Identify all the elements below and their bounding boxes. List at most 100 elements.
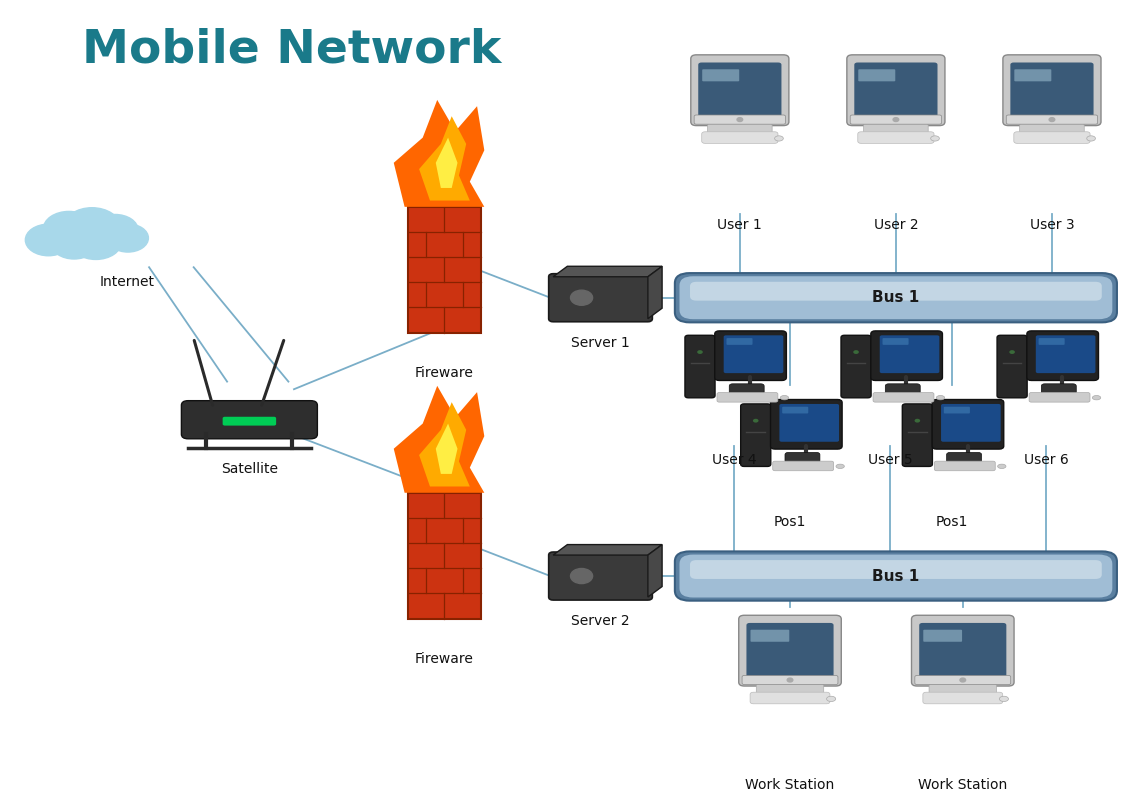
FancyBboxPatch shape bbox=[873, 392, 934, 402]
FancyBboxPatch shape bbox=[885, 384, 920, 394]
Text: Fireware: Fireware bbox=[416, 653, 474, 666]
Circle shape bbox=[64, 208, 120, 246]
Text: Server 2: Server 2 bbox=[572, 615, 630, 628]
FancyBboxPatch shape bbox=[932, 399, 1004, 449]
Circle shape bbox=[71, 225, 121, 260]
Circle shape bbox=[752, 418, 758, 422]
FancyBboxPatch shape bbox=[549, 552, 652, 600]
FancyBboxPatch shape bbox=[923, 692, 1003, 703]
FancyBboxPatch shape bbox=[694, 115, 786, 124]
Text: User 1: User 1 bbox=[718, 218, 763, 232]
Circle shape bbox=[914, 418, 920, 422]
Circle shape bbox=[108, 224, 148, 252]
FancyBboxPatch shape bbox=[883, 338, 909, 345]
Polygon shape bbox=[554, 545, 663, 555]
FancyBboxPatch shape bbox=[675, 551, 1117, 601]
FancyBboxPatch shape bbox=[915, 676, 1011, 684]
FancyBboxPatch shape bbox=[864, 122, 929, 134]
FancyBboxPatch shape bbox=[182, 401, 318, 439]
FancyBboxPatch shape bbox=[716, 392, 778, 402]
Text: Mobile Network: Mobile Network bbox=[82, 27, 502, 72]
FancyBboxPatch shape bbox=[785, 453, 820, 463]
FancyBboxPatch shape bbox=[1011, 63, 1094, 120]
FancyBboxPatch shape bbox=[773, 461, 833, 471]
FancyBboxPatch shape bbox=[699, 63, 782, 120]
FancyBboxPatch shape bbox=[923, 630, 962, 642]
FancyBboxPatch shape bbox=[1035, 335, 1095, 373]
FancyBboxPatch shape bbox=[855, 63, 938, 120]
FancyBboxPatch shape bbox=[222, 417, 276, 426]
Circle shape bbox=[960, 678, 966, 682]
FancyBboxPatch shape bbox=[723, 335, 784, 373]
Circle shape bbox=[737, 118, 742, 121]
Text: Work Station: Work Station bbox=[919, 778, 1007, 792]
Text: Fireware: Fireware bbox=[416, 366, 474, 380]
FancyBboxPatch shape bbox=[841, 335, 871, 398]
FancyBboxPatch shape bbox=[879, 335, 939, 373]
Text: Bus 1: Bus 1 bbox=[873, 291, 920, 305]
FancyBboxPatch shape bbox=[756, 683, 823, 695]
FancyBboxPatch shape bbox=[847, 55, 944, 125]
Ellipse shape bbox=[1087, 136, 1095, 141]
FancyBboxPatch shape bbox=[943, 407, 970, 414]
FancyBboxPatch shape bbox=[690, 282, 1102, 301]
Polygon shape bbox=[419, 116, 469, 201]
FancyBboxPatch shape bbox=[747, 623, 833, 680]
FancyBboxPatch shape bbox=[739, 615, 841, 686]
FancyBboxPatch shape bbox=[858, 69, 895, 81]
Circle shape bbox=[1010, 350, 1015, 354]
FancyBboxPatch shape bbox=[1041, 384, 1076, 394]
FancyBboxPatch shape bbox=[779, 404, 839, 441]
FancyBboxPatch shape bbox=[783, 407, 809, 414]
FancyBboxPatch shape bbox=[858, 132, 934, 144]
Circle shape bbox=[697, 350, 703, 354]
FancyBboxPatch shape bbox=[870, 331, 942, 380]
Text: Pos1: Pos1 bbox=[935, 515, 968, 529]
Ellipse shape bbox=[1093, 395, 1101, 400]
Circle shape bbox=[893, 118, 898, 121]
Text: Work Station: Work Station bbox=[746, 778, 834, 792]
FancyBboxPatch shape bbox=[702, 132, 778, 144]
Polygon shape bbox=[394, 100, 484, 207]
FancyBboxPatch shape bbox=[1014, 132, 1090, 144]
Text: User 2: User 2 bbox=[874, 218, 919, 232]
FancyBboxPatch shape bbox=[902, 404, 932, 466]
Text: Satellite: Satellite bbox=[221, 461, 277, 476]
Text: User 4: User 4 bbox=[712, 453, 757, 467]
Text: Internet: Internet bbox=[99, 275, 154, 289]
FancyBboxPatch shape bbox=[1029, 392, 1090, 402]
Circle shape bbox=[26, 224, 72, 256]
FancyBboxPatch shape bbox=[1006, 115, 1097, 124]
FancyBboxPatch shape bbox=[750, 692, 830, 703]
FancyBboxPatch shape bbox=[750, 630, 789, 642]
FancyBboxPatch shape bbox=[675, 273, 1117, 322]
Text: User 5: User 5 bbox=[868, 453, 913, 467]
FancyBboxPatch shape bbox=[691, 55, 788, 125]
FancyBboxPatch shape bbox=[729, 384, 764, 394]
Circle shape bbox=[44, 211, 94, 246]
FancyBboxPatch shape bbox=[679, 554, 1112, 598]
Polygon shape bbox=[648, 266, 663, 318]
FancyBboxPatch shape bbox=[947, 453, 982, 463]
FancyBboxPatch shape bbox=[997, 335, 1028, 398]
FancyBboxPatch shape bbox=[1026, 331, 1098, 380]
FancyBboxPatch shape bbox=[714, 331, 786, 380]
Ellipse shape bbox=[827, 696, 836, 702]
FancyBboxPatch shape bbox=[929, 683, 996, 695]
Text: User 6: User 6 bbox=[1024, 453, 1069, 467]
Ellipse shape bbox=[775, 136, 784, 141]
Circle shape bbox=[1049, 118, 1054, 121]
Circle shape bbox=[570, 290, 593, 305]
FancyBboxPatch shape bbox=[690, 560, 1102, 579]
Circle shape bbox=[570, 569, 593, 584]
FancyBboxPatch shape bbox=[1020, 122, 1084, 134]
Circle shape bbox=[787, 678, 793, 682]
FancyBboxPatch shape bbox=[770, 399, 842, 449]
Text: Server 1: Server 1 bbox=[572, 336, 630, 350]
Polygon shape bbox=[394, 386, 484, 493]
Polygon shape bbox=[419, 403, 469, 487]
Circle shape bbox=[92, 214, 138, 246]
FancyBboxPatch shape bbox=[741, 404, 770, 466]
FancyBboxPatch shape bbox=[941, 404, 1001, 441]
Ellipse shape bbox=[780, 395, 788, 400]
